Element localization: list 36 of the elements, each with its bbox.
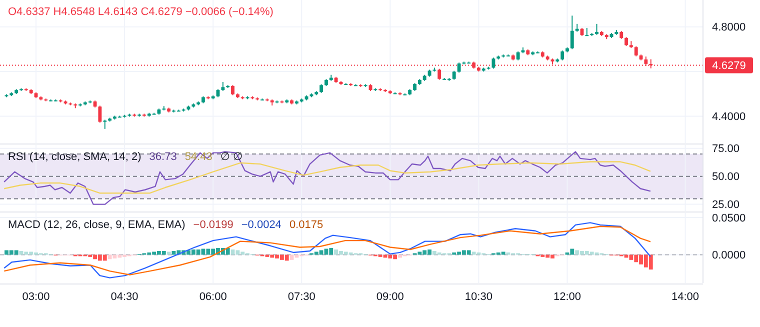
annotation: 36.73	[149, 151, 177, 163]
candlestick	[98, 105, 102, 124]
candlestick	[595, 23, 598, 36]
x-tick-label: 04:30	[110, 290, 138, 303]
annotation: 0.0175	[289, 219, 324, 231]
candlestick	[570, 15, 574, 50]
y-tick-label: 4.4000	[712, 111, 746, 124]
x-tick-label: 12:00	[553, 290, 582, 303]
text: MACD (12, 26, close, 9, EMA, EMA)	[8, 219, 186, 231]
candlestick	[231, 84, 234, 96]
candlestick	[457, 62, 461, 74]
candlestick	[103, 119, 107, 130]
x-tick-label: 14:00	[672, 290, 700, 303]
y-tick-label: 4.8000	[712, 22, 746, 34]
x-tick-label: 07:30	[288, 290, 316, 303]
candlestick	[438, 68, 442, 80]
line-series	[4, 151, 652, 205]
candlestick	[492, 57, 496, 70]
text: RSI (14, close, SMA, 14, 2)	[8, 151, 142, 163]
y-tick-label: 0.0500	[712, 212, 746, 224]
y-tick-label: 25.00	[712, 199, 740, 212]
x-tick-label: 03:00	[22, 290, 50, 303]
y-tick-label: 50.00	[712, 171, 740, 184]
candlestick	[634, 46, 638, 57]
text: O4.6337 H4.6548 L4.6143 C4.6279 −0.0066 (−0.14%)	[8, 6, 274, 18]
ref-line-label: 4.6279	[712, 60, 746, 72]
x-tick-label: 09:00	[376, 290, 404, 303]
candlestick	[560, 50, 564, 61]
x-tick-label: 10:30	[464, 290, 492, 303]
annotation: −0.0024	[241, 219, 282, 231]
x-tick-label: 06:00	[199, 290, 227, 303]
y-tick-label: 0.0000	[712, 250, 746, 262]
line-series	[4, 161, 652, 194]
bar	[166, 252, 171, 255]
y-tick-label: 75.00	[712, 143, 740, 156]
annotation: −0.0199	[193, 219, 234, 231]
